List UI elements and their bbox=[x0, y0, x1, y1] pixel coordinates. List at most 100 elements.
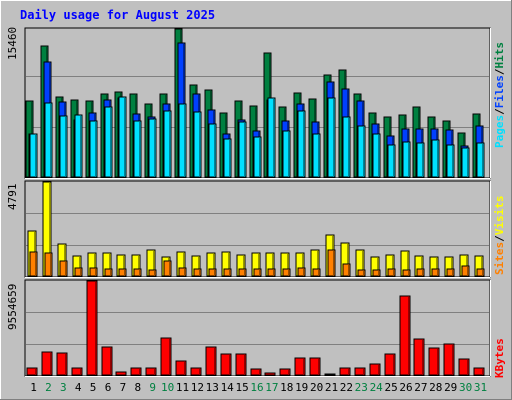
bar-shade-sites-day-16 bbox=[259, 270, 260, 276]
bar-sites-day-16 bbox=[253, 268, 262, 277]
bar-shade-sites-day-3 bbox=[65, 262, 66, 276]
bar-shade-visits-day-14 bbox=[228, 253, 229, 276]
bar-shade-pages-day-30 bbox=[467, 149, 468, 177]
day-label-21: 21 bbox=[325, 381, 338, 394]
bar-sites-day-6 bbox=[104, 268, 113, 277]
bar-shade-kbytes-day-12 bbox=[199, 369, 200, 375]
bar-shade-pages-day-2 bbox=[50, 104, 51, 177]
bar-pages-day-3 bbox=[59, 115, 68, 178]
day-label-7: 7 bbox=[120, 381, 127, 394]
bar-shade-pages-day-3 bbox=[65, 117, 66, 177]
bar-shade-pages-day-1 bbox=[35, 135, 36, 177]
bar-shade-sites-day-24 bbox=[378, 271, 379, 276]
bar-sites-day-18 bbox=[282, 268, 291, 277]
bar-shade-kbytes-day-27 bbox=[422, 340, 423, 375]
panel-top-max-label: 15460 bbox=[6, 27, 19, 60]
panel-middle-legend: Sites/Visits bbox=[493, 196, 506, 276]
bar-kbytes-day-30 bbox=[458, 358, 470, 376]
bar-shade-visits-day-19 bbox=[302, 254, 303, 276]
bar-pages-day-18 bbox=[282, 130, 291, 178]
chart-bars bbox=[25, 28, 485, 376]
bar-shade-visits-day-15 bbox=[243, 256, 244, 276]
day-label-1: 1 bbox=[30, 381, 37, 394]
bar-sites-day-2 bbox=[44, 252, 53, 277]
panel-middle-max-label: 4791 bbox=[6, 184, 19, 211]
legend-files: Files bbox=[493, 75, 506, 108]
day-label-24: 24 bbox=[370, 381, 384, 394]
legend-hits: Hits bbox=[493, 42, 506, 69]
bar-kbytes-day-3 bbox=[56, 352, 68, 376]
bar-shade-visits-day-7 bbox=[123, 256, 124, 276]
bar-pages-day-16 bbox=[253, 136, 262, 178]
bar-shade-kbytes-day-28 bbox=[437, 349, 438, 375]
bar-pages-day-2 bbox=[44, 102, 53, 178]
bar-kbytes-day-8 bbox=[130, 367, 142, 376]
bar-sites-day-15 bbox=[238, 268, 247, 277]
day-label-27: 27 bbox=[414, 381, 427, 394]
bar-shade-kbytes-day-16 bbox=[259, 370, 260, 375]
bar-kbytes-day-26 bbox=[399, 295, 411, 376]
panel-middle-gridlines bbox=[26, 213, 489, 246]
bar-shade-visits-day-31 bbox=[481, 257, 482, 276]
day-label-17: 17 bbox=[265, 381, 278, 394]
day-label-12: 12 bbox=[191, 381, 204, 394]
bar-sites-day-17 bbox=[267, 268, 276, 277]
legend-separator: / bbox=[493, 68, 506, 75]
day-label-5: 5 bbox=[90, 381, 97, 394]
bar-sites-day-26 bbox=[402, 269, 411, 277]
bar-pages-day-1 bbox=[29, 133, 38, 178]
bar-pages-day-6 bbox=[104, 106, 113, 178]
bar-kbytes-day-24 bbox=[369, 363, 381, 376]
bar-kbytes-day-14 bbox=[220, 353, 232, 376]
bar-shade-pages-day-9 bbox=[154, 120, 155, 177]
x-axis-day-labels: 1 2 3 4 5 6 7 8 9 10 11 12 13 14 15 16 17 18 19 20 21 22 23 24 2… bbox=[30, 381, 487, 394]
bar-sites-day-14 bbox=[223, 268, 232, 277]
bar-shade-pages-day-22 bbox=[348, 118, 349, 177]
bar-sites-day-11 bbox=[178, 267, 187, 277]
bar-kbytes-day-28 bbox=[428, 347, 440, 376]
bar-shade-kbytes-day-4 bbox=[80, 369, 81, 375]
day-label-2: 2 bbox=[45, 381, 52, 394]
bar-shade-sites-day-27 bbox=[422, 270, 423, 276]
bar-sites-day-1 bbox=[29, 251, 38, 277]
bar-shade-sites-day-12 bbox=[199, 270, 200, 276]
bar-kbytes-day-2 bbox=[41, 351, 53, 376]
bar-shade-pages-day-12 bbox=[199, 113, 200, 177]
day-label-26: 26 bbox=[399, 381, 412, 394]
bar-shade-kbytes-day-26 bbox=[408, 297, 409, 375]
bar-shade-pages-day-7 bbox=[124, 98, 125, 177]
bar-shade-visits-day-11 bbox=[183, 253, 184, 276]
bar-shade-kbytes-day-2 bbox=[50, 353, 51, 375]
bar-shade-pages-day-31 bbox=[482, 144, 483, 177]
bar-pages-day-26 bbox=[402, 141, 411, 178]
bar-pages-day-7 bbox=[118, 96, 127, 178]
bar-pages-day-20 bbox=[312, 133, 321, 178]
day-label-4: 4 bbox=[75, 381, 82, 394]
day-label-3: 3 bbox=[60, 381, 67, 394]
bar-shade-pages-day-27 bbox=[422, 144, 423, 177]
bar-shade-sites-day-19 bbox=[303, 269, 304, 276]
bar-shade-sites-day-11 bbox=[184, 269, 185, 276]
bar-sites-day-24 bbox=[372, 269, 381, 277]
day-label-29: 29 bbox=[444, 381, 457, 394]
bar-kbytes-day-13 bbox=[205, 346, 217, 376]
bar-shade-pages-day-29 bbox=[452, 146, 453, 177]
chart-title: Daily usage for August 2025 bbox=[20, 8, 215, 22]
legend-sites: Sites bbox=[493, 242, 506, 275]
bar-shade-visits-day-28 bbox=[436, 258, 437, 276]
bar-pages-day-31 bbox=[476, 142, 485, 178]
bar-shade-visits-day-4 bbox=[79, 257, 80, 276]
panel-top-legend: Pages/Files/Hits bbox=[493, 42, 506, 148]
bar-pages-day-8 bbox=[133, 120, 142, 178]
bar-pages-day-14 bbox=[223, 138, 232, 178]
bar-kbytes-day-7 bbox=[115, 371, 127, 376]
bar-shade-sites-day-14 bbox=[229, 270, 230, 276]
bar-shade-sites-day-20 bbox=[318, 270, 319, 276]
bar-sites-day-21 bbox=[327, 249, 336, 277]
bar-shade-pages-day-23 bbox=[363, 127, 364, 177]
bar-kbytes-day-10 bbox=[160, 337, 172, 376]
bar-pages-day-17 bbox=[267, 97, 276, 178]
bar-shade-kbytes-day-23 bbox=[363, 369, 364, 375]
bar-shade-sites-day-31 bbox=[482, 270, 483, 276]
